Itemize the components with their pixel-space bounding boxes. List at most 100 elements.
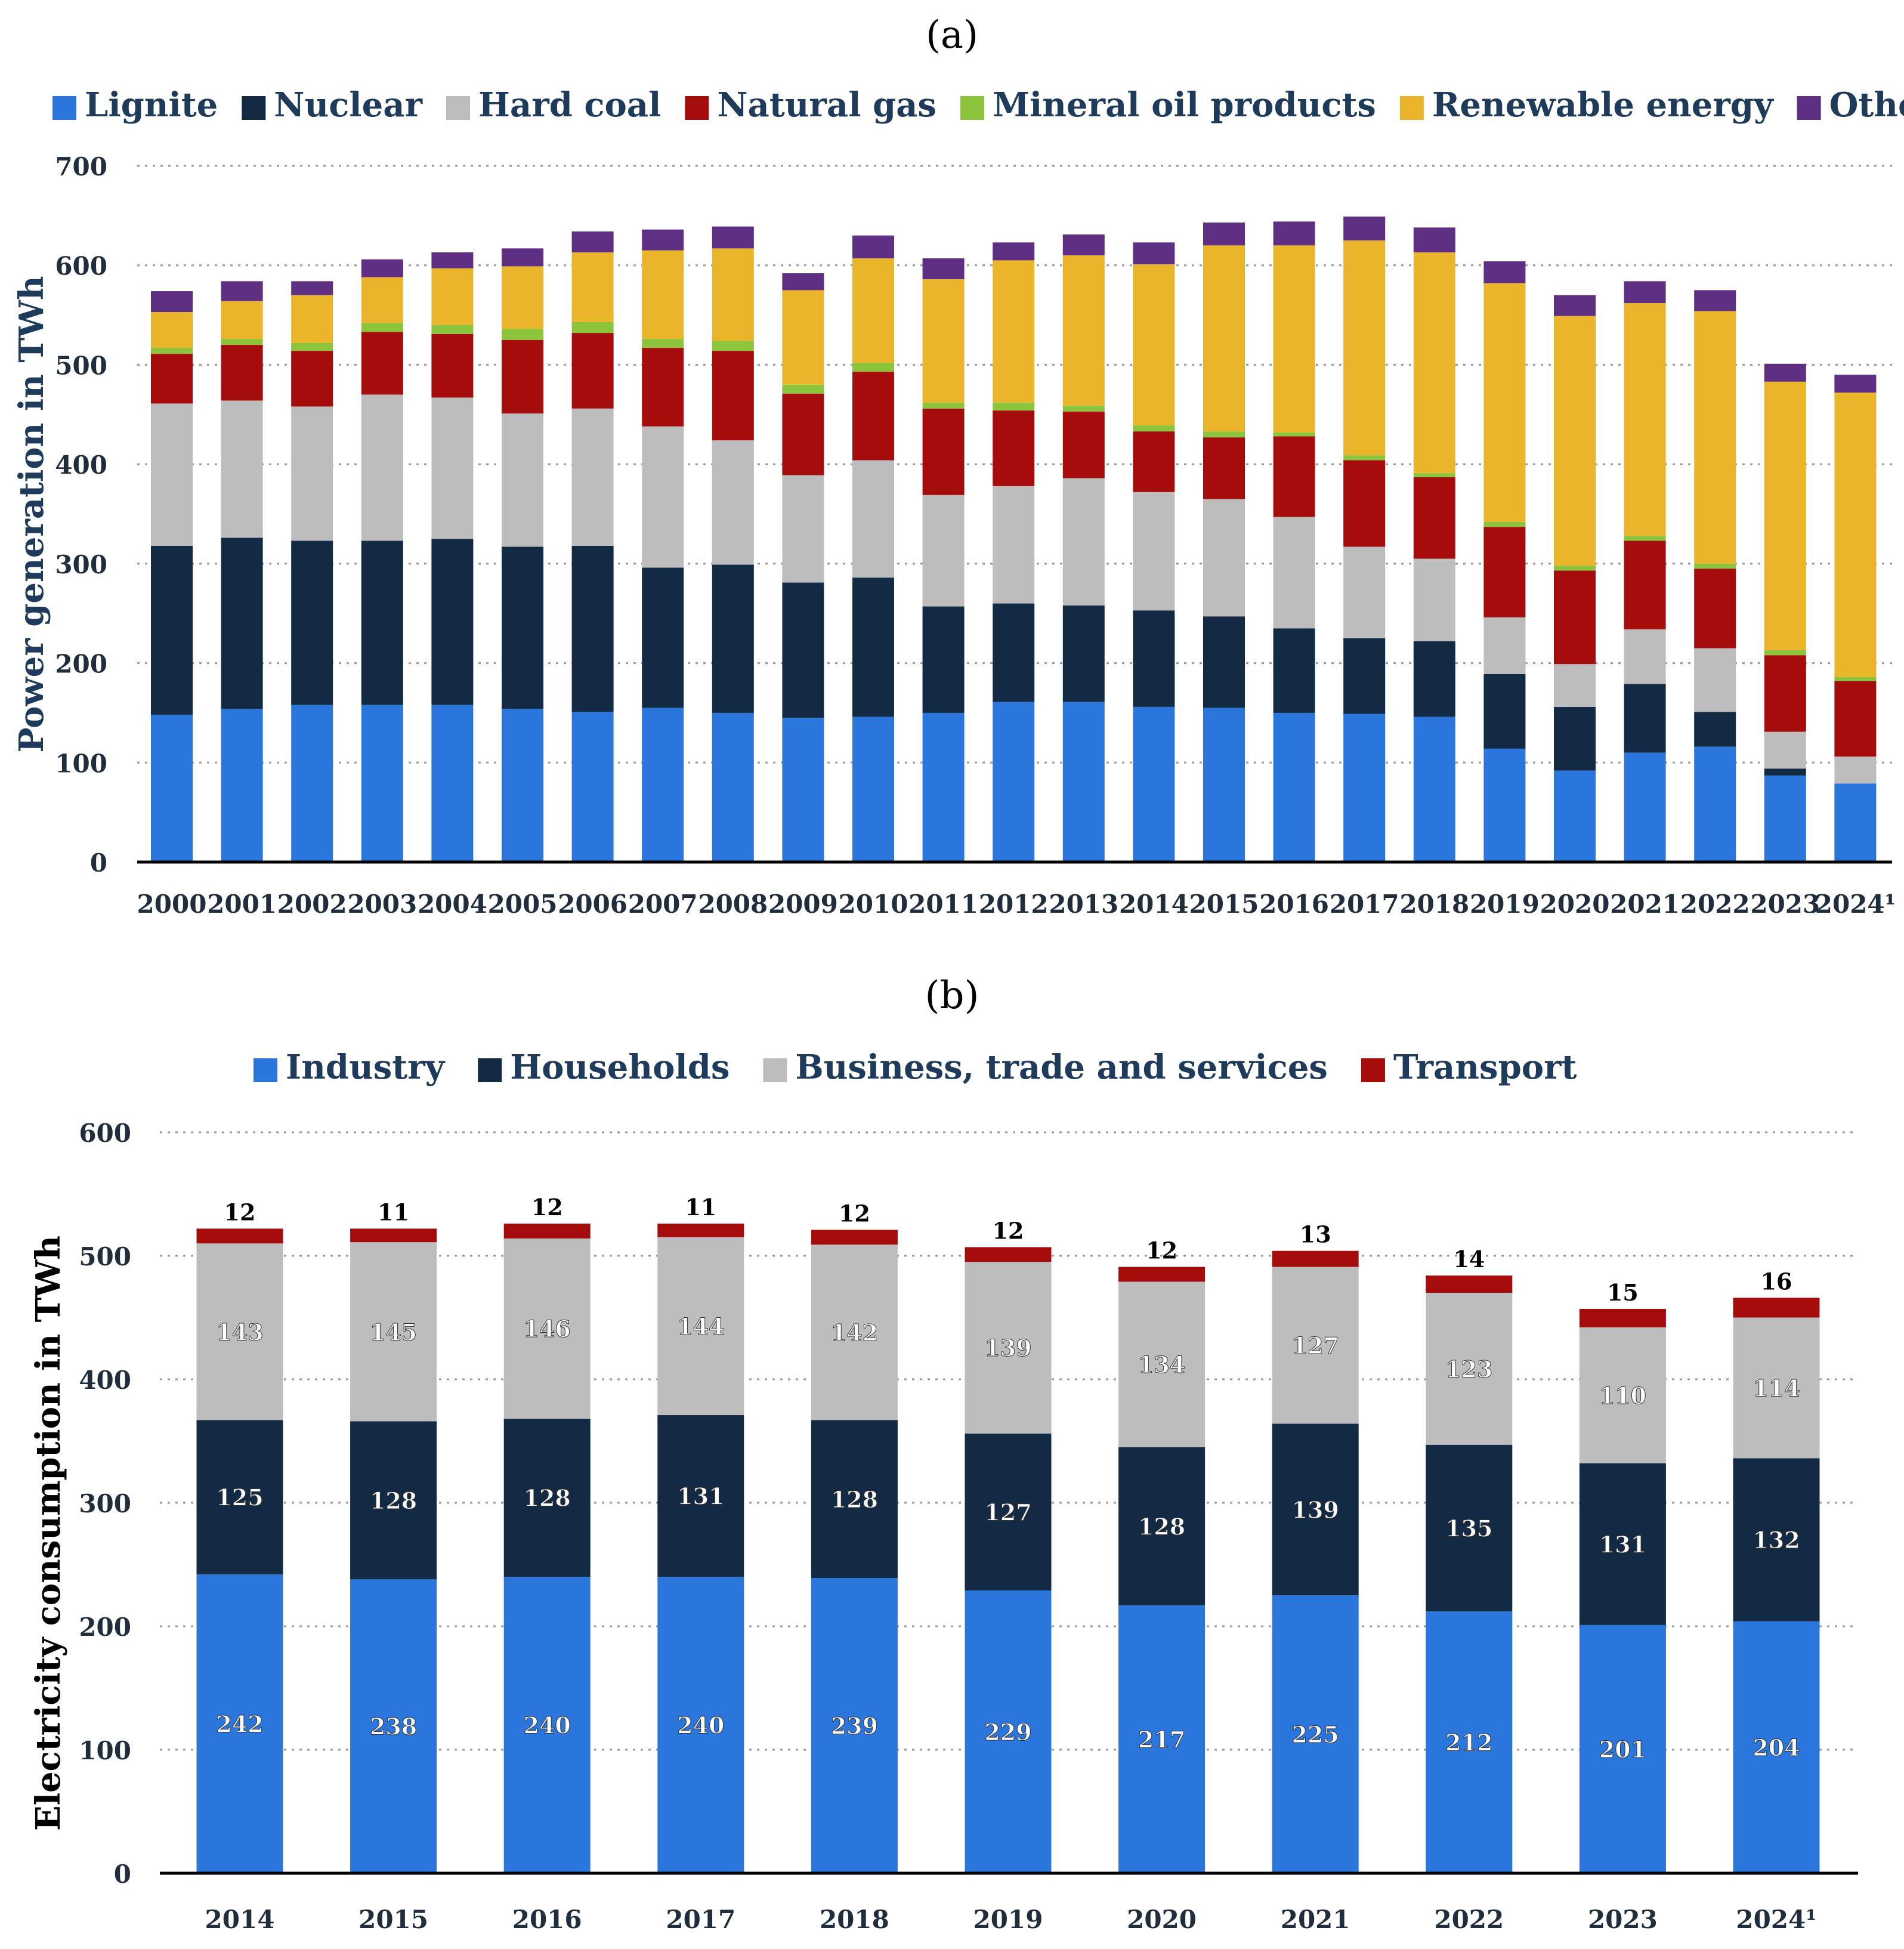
bar-segment bbox=[993, 242, 1035, 261]
bar-segment bbox=[1624, 684, 1666, 753]
bar-segment bbox=[1133, 706, 1175, 862]
x-tick-label: 2016 bbox=[512, 1905, 582, 1934]
bar-segment bbox=[642, 567, 684, 708]
data-label: 201 bbox=[1599, 1736, 1646, 1763]
data-label: 11 bbox=[685, 1194, 716, 1221]
bar-segment bbox=[993, 702, 1035, 862]
bar-segment bbox=[1343, 638, 1386, 714]
bar-segment bbox=[1834, 783, 1877, 862]
bar-segment bbox=[151, 545, 193, 715]
bar-segment bbox=[1273, 517, 1315, 629]
bar-segment bbox=[1272, 1423, 1359, 1596]
bar-segment bbox=[571, 252, 614, 322]
bar-segment bbox=[782, 384, 824, 394]
legend-label: Transport bbox=[1393, 1048, 1577, 1087]
bar-segment bbox=[1118, 1605, 1206, 1873]
bar-segment bbox=[657, 1237, 744, 1416]
y-tick-label: 100 bbox=[55, 749, 107, 778]
bar-segment bbox=[361, 540, 403, 705]
bar-segment bbox=[1694, 648, 1736, 712]
bar-segment bbox=[1834, 681, 1877, 757]
bar-segment bbox=[922, 606, 965, 713]
bar-segment bbox=[350, 1579, 437, 1873]
bar-segment bbox=[852, 258, 894, 363]
data-label: 128 bbox=[370, 1487, 417, 1514]
bar-segment bbox=[993, 410, 1035, 486]
bar-segment bbox=[1764, 650, 1806, 656]
bar-segment bbox=[811, 1230, 898, 1245]
bar-segment bbox=[1203, 499, 1245, 617]
bar-segment bbox=[642, 348, 684, 427]
bar-segment bbox=[1133, 264, 1175, 426]
data-label: 239 bbox=[831, 1713, 878, 1740]
y-tick-label: 400 bbox=[79, 1366, 131, 1395]
legend-swatch bbox=[1361, 1058, 1385, 1082]
data-label: 12 bbox=[1146, 1237, 1177, 1264]
y-tick-label: 0 bbox=[90, 848, 107, 878]
bar-segment bbox=[782, 475, 824, 583]
bar-segment bbox=[350, 1421, 437, 1580]
bar-segment bbox=[221, 281, 263, 301]
panel-label-a: (a) bbox=[926, 13, 978, 57]
bar-segment bbox=[221, 301, 263, 339]
bar-segment bbox=[922, 258, 965, 280]
bar-segment bbox=[1413, 477, 1455, 559]
bar-segment bbox=[196, 1228, 283, 1244]
bar-segment bbox=[502, 709, 543, 862]
bar-segment bbox=[502, 329, 543, 340]
x-tick-label: 2020 bbox=[1540, 889, 1610, 919]
bar-segment bbox=[1203, 431, 1245, 438]
bar-segment bbox=[1483, 674, 1526, 749]
bar-segment bbox=[1062, 411, 1105, 478]
x-tick-label: 2003 bbox=[347, 889, 417, 919]
bar-segment bbox=[1203, 223, 1245, 246]
bar-segment bbox=[1343, 240, 1386, 456]
bar-segment bbox=[1203, 437, 1245, 499]
bar-segment bbox=[571, 712, 614, 862]
data-label: 11 bbox=[378, 1199, 409, 1225]
bar-segment bbox=[1062, 605, 1105, 702]
bar-segment bbox=[993, 260, 1035, 403]
bar-segment bbox=[1413, 716, 1455, 862]
bar-segment bbox=[1694, 746, 1736, 862]
bar-segment bbox=[196, 1420, 283, 1575]
data-label: 16 bbox=[1761, 1268, 1792, 1295]
bar-segment bbox=[571, 408, 614, 546]
bar-segment bbox=[571, 333, 614, 409]
bar-segment bbox=[1764, 775, 1806, 862]
y-tick-label: 600 bbox=[55, 252, 107, 281]
bar-segment bbox=[350, 1242, 437, 1422]
bar-segment bbox=[1062, 702, 1105, 862]
data-label: 114 bbox=[1752, 1375, 1800, 1401]
bar-segment bbox=[151, 354, 193, 404]
x-tick-label: 2015 bbox=[1189, 889, 1259, 919]
bar-segment bbox=[1483, 527, 1526, 617]
data-label: 139 bbox=[984, 1335, 1031, 1361]
bar-segment bbox=[657, 1577, 744, 1873]
bar-segment bbox=[571, 545, 614, 712]
data-label: 217 bbox=[1138, 1726, 1185, 1753]
y-axis-title-b: Electricity consumption in TWh bbox=[29, 1236, 68, 1831]
bar-segment bbox=[657, 1415, 744, 1577]
y-tick-label: 500 bbox=[79, 1242, 131, 1271]
bar-segment bbox=[965, 1590, 1052, 1873]
bar-segment bbox=[196, 1243, 283, 1420]
y-tick-label: 700 bbox=[55, 152, 107, 181]
bar-segment bbox=[1133, 610, 1175, 707]
legend-label: Renewable energy bbox=[1432, 85, 1774, 125]
bar-segment bbox=[503, 1419, 591, 1577]
bar-segment bbox=[221, 345, 263, 401]
bar-segment bbox=[196, 1574, 283, 1873]
bar-segment bbox=[852, 363, 894, 372]
data-label: 134 bbox=[1138, 1351, 1185, 1378]
bar-segment bbox=[502, 339, 543, 414]
legend-swatch bbox=[685, 96, 709, 120]
data-label: 131 bbox=[1599, 1531, 1646, 1558]
x-tick-label: 2014 bbox=[1119, 889, 1189, 919]
bar-segment bbox=[782, 718, 824, 862]
data-label: 14 bbox=[1453, 1246, 1485, 1272]
x-tick-label: 2000 bbox=[137, 889, 207, 919]
bar-segment bbox=[1764, 381, 1806, 650]
bar-segment bbox=[1554, 570, 1596, 665]
